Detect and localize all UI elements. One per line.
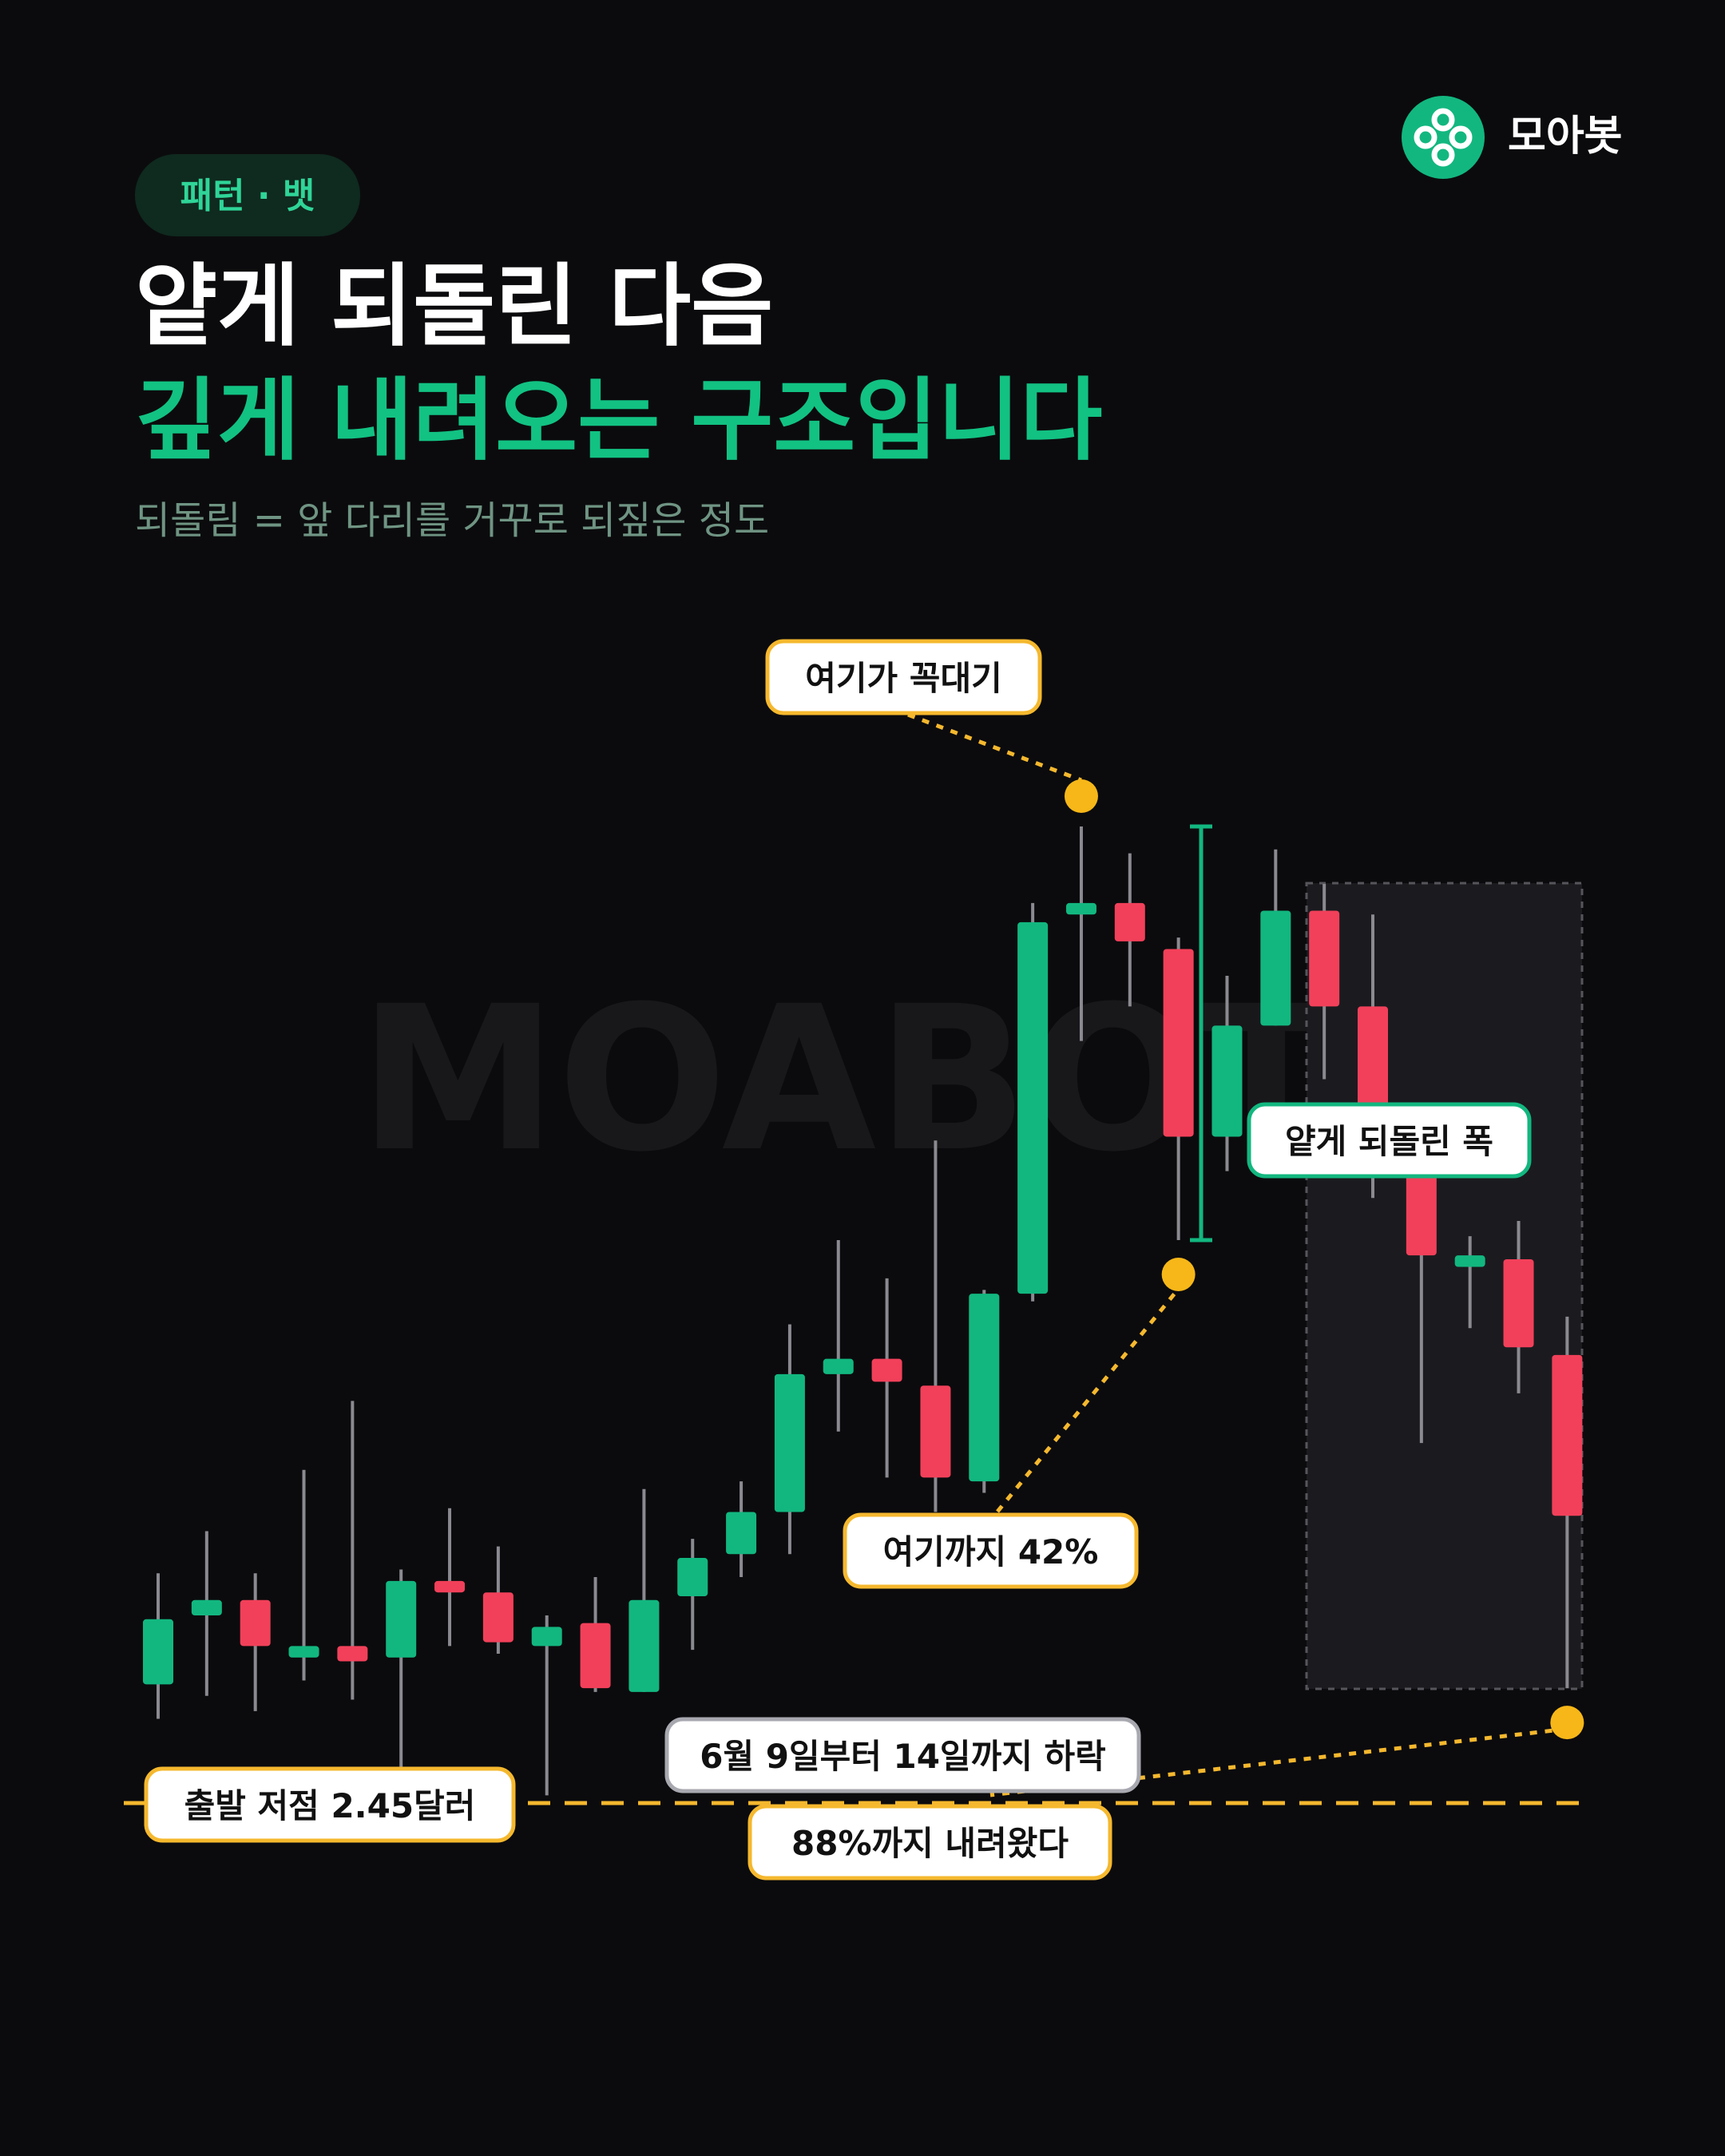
annotation-box: [664, 1717, 1141, 1793]
candle-body: [1406, 1171, 1437, 1256]
annotation: 얕게 되돌린 폭: [1285, 1122, 1493, 1161]
annotation-box: [144, 1766, 516, 1843]
candle-body: [337, 1646, 368, 1662]
brand: 모아봇: [1508, 113, 1623, 161]
candle-body: [774, 1373, 805, 1512]
candle-body: [288, 1646, 319, 1658]
annotation-box: [765, 639, 1042, 715]
candle-body: [1309, 910, 1340, 1007]
candle-body: [969, 1294, 1000, 1482]
title-highlight: 깊게 내려오는 구조입니다: [135, 369, 1102, 473]
candle-body: [191, 1599, 222, 1615]
candle-body: [240, 1599, 271, 1647]
candle-body: [920, 1385, 951, 1478]
candle-body: [871, 1358, 902, 1382]
connector: [996, 1287, 1180, 1513]
title: 얕게 되돌린 다음: [135, 255, 773, 359]
candle-body: [386, 1580, 417, 1658]
candle-body: [1114, 902, 1145, 941]
connector: [989, 1726, 1568, 1797]
candle-body: [629, 1599, 660, 1692]
subtitle: 되돌림 = 앞 다리를 거꾸로 되짚은 정도: [135, 498, 769, 543]
candle-body: [823, 1358, 854, 1374]
candle-body: [143, 1619, 173, 1685]
annotation: 여기까지 42%: [883, 1532, 1099, 1571]
logo-petal: [1414, 125, 1438, 149]
candle-body: [1260, 910, 1291, 1026]
annotation: 88%까지 내려왔다: [791, 1824, 1069, 1863]
tag-pill: [135, 154, 360, 236]
annotation: 여기가 꼭대기: [805, 659, 1001, 698]
logo-petal: [1449, 125, 1473, 149]
candle-body: [1065, 902, 1096, 915]
candle-body: [1017, 921, 1049, 1294]
annotation: 출발 저점 2.45달러: [184, 1786, 476, 1825]
connector: [907, 712, 1082, 783]
candle-body: [434, 1580, 466, 1593]
annotation-box: [843, 1512, 1139, 1589]
logo-petal: [1431, 143, 1455, 167]
candle-body: [726, 1512, 757, 1555]
candle-body: [1163, 949, 1194, 1137]
candle-body: [1552, 1354, 1583, 1516]
candle-body: [531, 1627, 562, 1647]
marker-dot: [1161, 1257, 1196, 1291]
tag: 패턴 · 뱃: [180, 176, 315, 216]
candle-body: [482, 1592, 514, 1643]
logo-petal: [1431, 108, 1455, 132]
candle-body: [677, 1558, 708, 1597]
annotation-box: [748, 1804, 1112, 1881]
highlight-zone: [1305, 882, 1584, 1690]
annotation: 6월 9일부터 14일까지 하락: [700, 1737, 1106, 1776]
candle-body: [1503, 1258, 1534, 1348]
logo-circle: [1402, 96, 1485, 179]
annotation-box: [1247, 1102, 1532, 1179]
marker-dot: [1064, 779, 1098, 813]
candle-body: [580, 1623, 611, 1689]
marker-dot: [1550, 1706, 1584, 1740]
candle-body: [1211, 1025, 1243, 1137]
candle-body: [1454, 1255, 1485, 1267]
logo: [1402, 96, 1485, 179]
